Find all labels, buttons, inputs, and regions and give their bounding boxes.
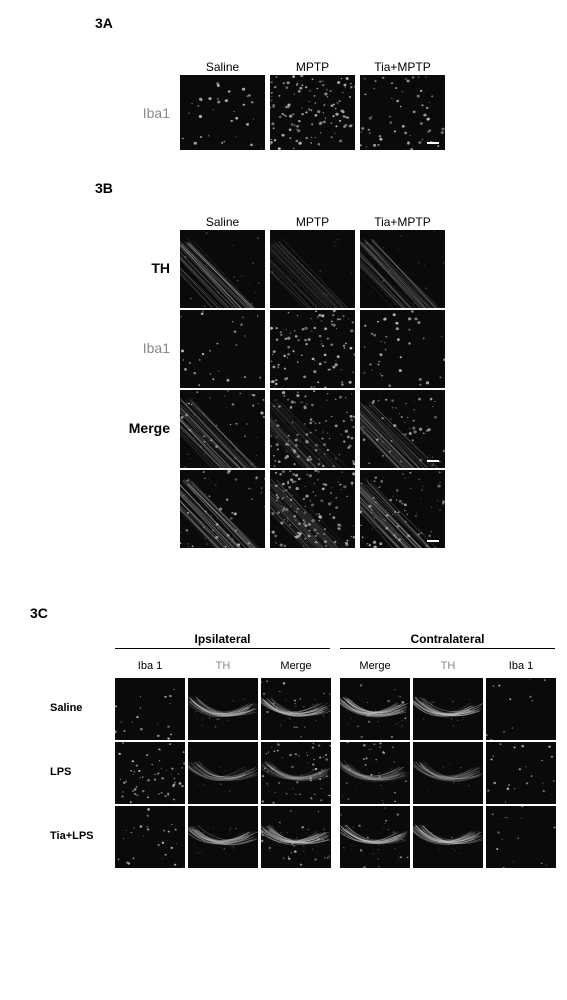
panel-c-section-0: Ipsilateral xyxy=(115,632,330,646)
panel-c-section-1: Contralateral xyxy=(340,632,555,646)
panel-c-img-r1-c0 xyxy=(115,742,185,804)
scale-bar-icon xyxy=(427,540,439,542)
panel-c-img-r1-c1 xyxy=(188,742,258,804)
panel-c-subcol-2: Merge xyxy=(261,660,331,672)
panel-b-img-r2-c1 xyxy=(270,390,355,468)
scale-bar-icon xyxy=(427,142,439,144)
panel-b-col-0: Saline xyxy=(180,215,265,229)
panel-c-row-2: Tia+LPS xyxy=(50,830,105,842)
panel-c-row-1: LPS xyxy=(50,766,105,778)
panel-c-img-r2-c2 xyxy=(261,806,331,868)
panel-b-row-1: Iba1 xyxy=(110,340,170,356)
panel-c-img-r0-c2 xyxy=(261,678,331,740)
panel-c-img-r0-c5 xyxy=(486,678,556,740)
panel-b-img-r3-c1 xyxy=(270,470,355,548)
panel-a-img-1 xyxy=(270,75,355,150)
panel-b-img-r0-c1 xyxy=(270,230,355,308)
panel-a-col-1: MPTP xyxy=(270,60,355,74)
panel-a-img-0 xyxy=(180,75,265,150)
panel-c-img-r0-c3 xyxy=(340,678,410,740)
panel-b-row-2: Merge xyxy=(110,420,170,436)
panel-c-img-r2-c0 xyxy=(115,806,185,868)
panel-b-img-r0-c0 xyxy=(180,230,265,308)
panel-b-img-r2-c0 xyxy=(180,390,265,468)
panel-b-col-2: Tia+MPTP xyxy=(360,215,445,229)
panel-b-col-1: MPTP xyxy=(270,215,355,229)
panel-a-col-0: Saline xyxy=(180,60,265,74)
panel-c-subcol-5: Iba 1 xyxy=(486,660,556,672)
panel-b-img-r3-c0 xyxy=(180,470,265,548)
section-divider-icon xyxy=(115,648,330,649)
panel-c-subcol-1: TH xyxy=(188,660,258,672)
panel-c-img-r1-c4 xyxy=(413,742,483,804)
panel-c-img-r0-c4 xyxy=(413,678,483,740)
panel-b-img-r1-c1 xyxy=(270,310,355,388)
panel-c-subcol-3: Merge xyxy=(340,660,410,672)
panel-a-img-2 xyxy=(360,75,445,150)
scale-bar-icon xyxy=(427,460,439,462)
panel-b-label: 3B xyxy=(95,180,113,196)
panel-c-img-r2-c1 xyxy=(188,806,258,868)
section-divider-icon xyxy=(340,648,555,649)
panel-c-img-r1-c3 xyxy=(340,742,410,804)
panel-c-subcol-0: Iba 1 xyxy=(115,660,185,672)
panel-c-label: 3C xyxy=(30,605,48,621)
panel-a-row-label: Iba1 xyxy=(110,105,170,121)
panel-a-col-2: Tia+MPTP xyxy=(360,60,445,74)
panel-c-img-r2-c3 xyxy=(340,806,410,868)
panel-b-row-0: TH xyxy=(110,260,170,276)
panel-c-img-r0-c1 xyxy=(188,678,258,740)
panel-c-img-r2-c4 xyxy=(413,806,483,868)
panel-c-img-r2-c5 xyxy=(486,806,556,868)
panel-b-img-r2-c2 xyxy=(360,390,445,468)
panel-b-img-r3-c2 xyxy=(360,470,445,548)
panel-c-row-0: Saline xyxy=(50,702,105,714)
panel-a-label: 3A xyxy=(95,15,113,31)
panel-b-img-r1-c0 xyxy=(180,310,265,388)
panel-c-img-r1-c2 xyxy=(261,742,331,804)
panel-c-img-r0-c0 xyxy=(115,678,185,740)
panel-b-img-r0-c2 xyxy=(360,230,445,308)
panel-c-img-r1-c5 xyxy=(486,742,556,804)
panel-b-img-r1-c2 xyxy=(360,310,445,388)
panel-c-subcol-4: TH xyxy=(413,660,483,672)
